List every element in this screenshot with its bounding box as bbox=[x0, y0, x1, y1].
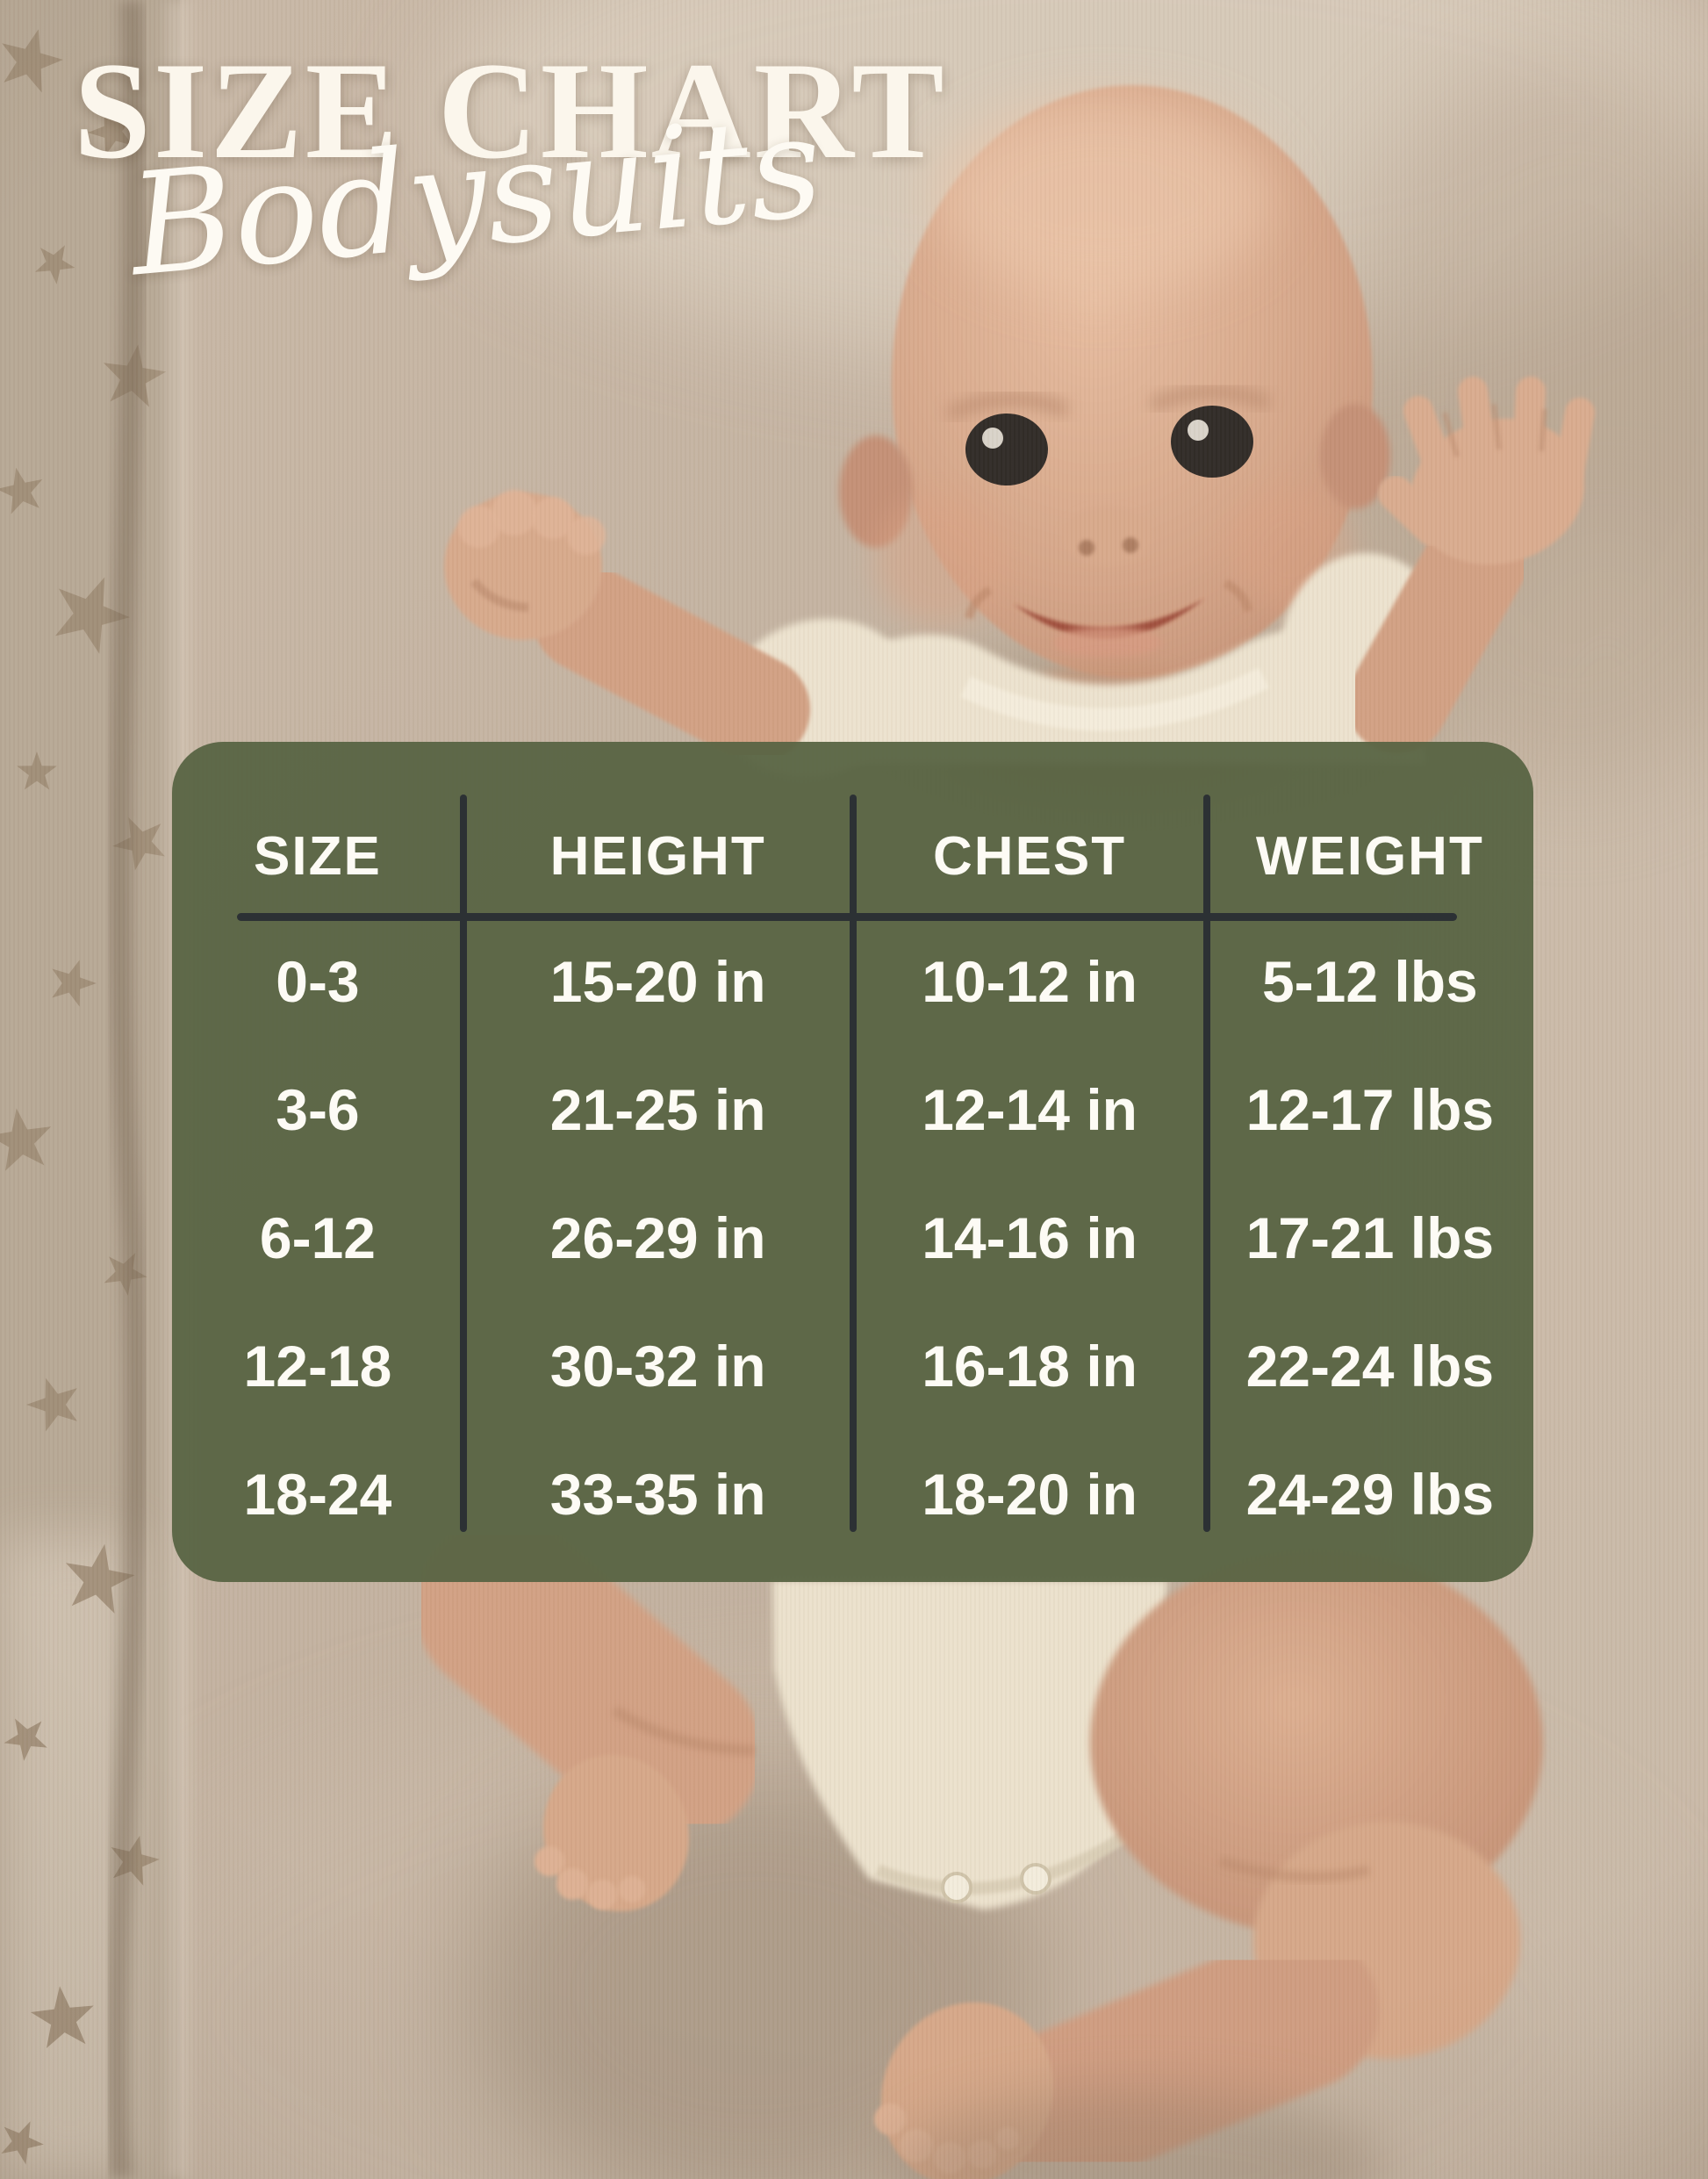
cell-height-12-18: 30-32 in bbox=[549, 1334, 766, 1399]
cell-chest-12-18: 16-18 in bbox=[922, 1334, 1137, 1399]
poster-title: SIZE CHART bbox=[74, 34, 947, 188]
header-rule bbox=[237, 913, 1457, 921]
cell-weight-12-18: 22-24 lbs bbox=[1245, 1334, 1495, 1399]
cell-size-12-18: 12-18 bbox=[243, 1334, 392, 1399]
column-header-height: HEIGHT bbox=[549, 825, 766, 887]
size-table: SIZE HEIGHT CHEST WEIGHT 0-3 15-20 in 10… bbox=[172, 742, 1533, 1582]
column-divider-1 bbox=[459, 795, 467, 1532]
column-header-weight: WEIGHT bbox=[1255, 825, 1484, 887]
cell-chest-3-6: 12-14 in bbox=[922, 1077, 1137, 1142]
cell-chest-0-3: 10-12 in bbox=[922, 949, 1137, 1014]
cell-weight-18-24: 24-29 lbs bbox=[1245, 1462, 1495, 1527]
cell-height-6-12: 26-29 in bbox=[549, 1205, 766, 1270]
baby-figure bbox=[414, 85, 1595, 2179]
column-divider-3 bbox=[1202, 795, 1210, 1532]
cell-size-0-3: 0-3 bbox=[276, 949, 360, 1014]
cell-weight-6-12: 17-21 lbs bbox=[1245, 1205, 1495, 1270]
column-divider-2 bbox=[849, 795, 857, 1532]
size-table-panel: SIZE HEIGHT CHEST WEIGHT 0-3 15-20 in 10… bbox=[172, 742, 1533, 1582]
cell-weight-0-3: 5-12 lbs bbox=[1261, 949, 1478, 1014]
cell-height-3-6: 21-25 in bbox=[549, 1077, 766, 1142]
column-header-size: SIZE bbox=[254, 825, 382, 887]
cell-weight-3-6: 12-17 lbs bbox=[1245, 1077, 1495, 1142]
cell-size-18-24: 18-24 bbox=[243, 1462, 392, 1527]
cell-chest-6-12: 14-16 in bbox=[922, 1205, 1137, 1270]
cell-size-6-12: 6-12 bbox=[259, 1205, 376, 1270]
cell-chest-18-24: 18-20 in bbox=[922, 1462, 1137, 1527]
cell-size-3-6: 3-6 bbox=[276, 1077, 360, 1142]
column-header-chest: CHEST bbox=[933, 825, 1127, 887]
cell-height-18-24: 33-35 in bbox=[549, 1462, 766, 1527]
cell-height-0-3: 15-20 in bbox=[549, 949, 766, 1014]
star-pattern-sheet bbox=[0, 0, 190, 2179]
